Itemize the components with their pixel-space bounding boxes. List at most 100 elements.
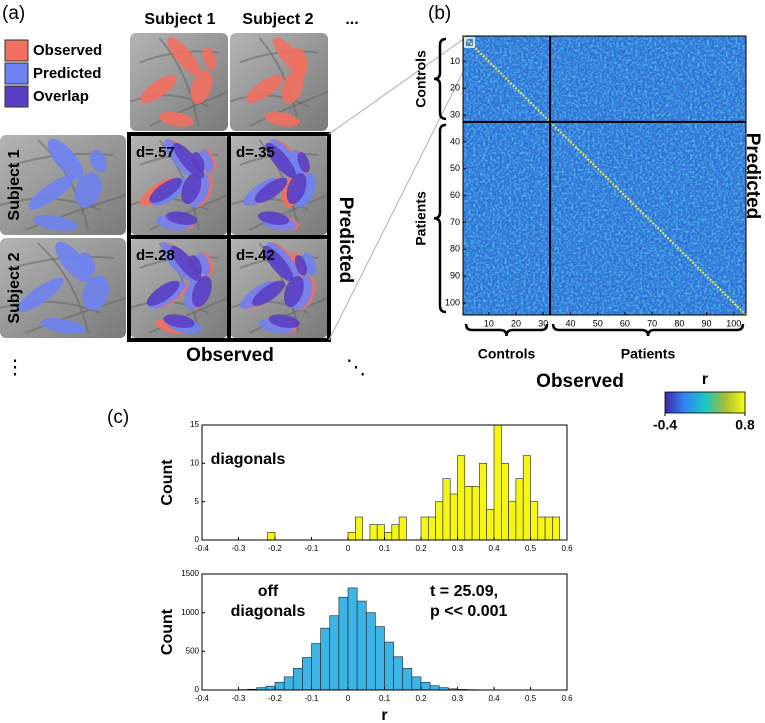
histogram-bar bbox=[274, 681, 285, 691]
x-tick-label: 0.2 bbox=[415, 544, 427, 553]
activation bbox=[262, 245, 294, 282]
activation bbox=[202, 47, 217, 70]
connector bbox=[328, 37, 466, 135]
annotation: off bbox=[258, 583, 279, 600]
histogram-bar bbox=[393, 656, 404, 691]
activation bbox=[28, 174, 75, 210]
y-tick-label: 0 bbox=[195, 535, 200, 544]
ellipsis: ⋮ bbox=[5, 356, 25, 378]
activation bbox=[254, 177, 288, 203]
colorbar bbox=[664, 391, 746, 414]
column-header: ... bbox=[345, 11, 358, 28]
cell-label: d=.28 bbox=[136, 247, 175, 264]
activation bbox=[163, 314, 195, 328]
histogram-bar bbox=[500, 463, 509, 541]
y-tick-label: 40 bbox=[450, 136, 460, 146]
row-header: Subject 2 bbox=[6, 252, 23, 323]
x-tick-label: 90 bbox=[702, 318, 712, 328]
x-tick-label: 70 bbox=[647, 318, 657, 328]
histogram-bar bbox=[435, 501, 444, 541]
histogram-bar bbox=[391, 524, 400, 541]
histogram-bar bbox=[402, 668, 413, 691]
histogram-bar bbox=[552, 516, 561, 541]
histogram-bar bbox=[464, 486, 473, 541]
y-tick-label: 100 bbox=[445, 297, 460, 307]
y-tick-label: 60 bbox=[450, 190, 460, 200]
x-tick-label: 0 bbox=[346, 694, 351, 703]
activation bbox=[293, 47, 308, 70]
colorbar-tick-label: -0.4 bbox=[653, 417, 677, 433]
histogram-bar bbox=[384, 532, 393, 541]
sulcus bbox=[149, 90, 229, 127]
histogram-bar bbox=[347, 587, 358, 691]
axis-label: Predicted bbox=[335, 197, 356, 284]
annotation: diagonals bbox=[231, 603, 306, 620]
group-label: Patients bbox=[413, 191, 429, 246]
histogram-bar bbox=[429, 685, 440, 691]
histogram-bar bbox=[267, 532, 276, 541]
x-tick-label: 0.6 bbox=[561, 544, 573, 553]
activation bbox=[265, 142, 297, 179]
x-tick-label: -0.3 bbox=[232, 544, 246, 553]
x-tick-label: 0 bbox=[346, 544, 351, 553]
histogram-bar bbox=[537, 516, 546, 541]
axes-frame bbox=[462, 35, 747, 316]
legend-label: Observed bbox=[33, 42, 102, 59]
legend-swatch bbox=[4, 85, 29, 108]
x-tick-label: -0.4 bbox=[195, 694, 209, 703]
histogram-bar bbox=[354, 516, 363, 541]
panel-label: (a) bbox=[2, 3, 25, 24]
activation bbox=[264, 111, 300, 127]
x-tick-label: 0.2 bbox=[415, 694, 427, 703]
histogram-bar bbox=[457, 455, 466, 541]
histogram-bar bbox=[449, 493, 458, 541]
activation bbox=[294, 255, 308, 276]
sulcus bbox=[24, 194, 127, 231]
histogram-bar bbox=[283, 676, 294, 691]
panel-label: (b) bbox=[428, 3, 451, 24]
activation bbox=[191, 275, 212, 308]
histogram-bar bbox=[376, 524, 385, 541]
x-tick-label: 80 bbox=[674, 318, 684, 328]
x-tick-label: 60 bbox=[620, 318, 630, 328]
group-brace bbox=[433, 123, 447, 314]
histogram-bar bbox=[329, 615, 340, 691]
x-tick-label: 40 bbox=[565, 318, 575, 328]
row-header: Subject 1 bbox=[6, 149, 23, 220]
activation bbox=[258, 211, 290, 225]
x-tick-label: -0.4 bbox=[195, 544, 209, 553]
activation bbox=[166, 211, 198, 225]
sulcus bbox=[37, 242, 90, 334]
activation bbox=[40, 318, 86, 334]
activation bbox=[17, 277, 64, 313]
y-tick-label: 10 bbox=[190, 458, 199, 467]
x-tick-label: -0.1 bbox=[305, 544, 319, 553]
connector bbox=[328, 47, 476, 341]
histogram-bar bbox=[356, 600, 367, 691]
cell-label: d=.57 bbox=[136, 144, 175, 161]
activation bbox=[149, 177, 183, 203]
x-tick-label: 0.4 bbox=[488, 694, 500, 703]
activation bbox=[268, 314, 300, 328]
activation bbox=[284, 275, 304, 308]
activation bbox=[281, 69, 304, 104]
activation bbox=[47, 138, 84, 180]
histogram-bar bbox=[320, 627, 331, 691]
x-tick-label: -0.3 bbox=[232, 694, 246, 703]
activation bbox=[55, 241, 91, 283]
y-tick-label: 0 bbox=[195, 685, 200, 694]
histogram-bar bbox=[479, 463, 487, 541]
histogram-bar bbox=[384, 641, 394, 691]
group-brace bbox=[433, 37, 447, 121]
activation bbox=[246, 74, 283, 103]
x-tick-label: 0.6 bbox=[561, 694, 573, 703]
group-label: Controls bbox=[413, 50, 429, 108]
histogram-bar bbox=[427, 516, 436, 541]
histogram-bar bbox=[471, 486, 480, 541]
histogram-bar bbox=[398, 516, 407, 541]
activation bbox=[286, 172, 307, 205]
legend-label: Overlap bbox=[33, 88, 89, 105]
x-tick-label: 0.3 bbox=[452, 544, 464, 553]
legend-swatch bbox=[4, 62, 29, 85]
x-tick-label: 30 bbox=[538, 318, 548, 328]
